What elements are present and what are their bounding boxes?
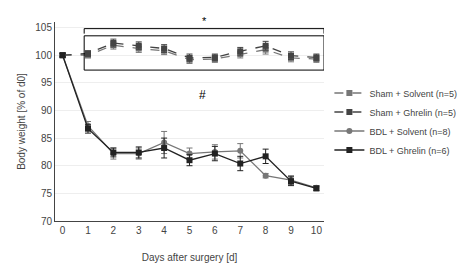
svg-text:10: 10 (311, 225, 323, 236)
svg-text:7: 7 (237, 225, 243, 236)
svg-text:5: 5 (187, 225, 193, 236)
svg-text:Days after surgery [d]: Days after surgery [d] (142, 252, 238, 263)
svg-text:70: 70 (41, 216, 53, 227)
svg-text:105: 105 (35, 22, 52, 33)
svg-text:100: 100 (35, 50, 52, 61)
svg-text:6: 6 (212, 225, 218, 236)
svg-text:Body weight [% of d0]: Body weight [% of d0] (16, 73, 27, 170)
svg-text:3: 3 (136, 225, 142, 236)
svg-text:*: * (202, 15, 207, 27)
svg-text:0: 0 (60, 225, 66, 236)
svg-text:85: 85 (41, 133, 53, 144)
svg-text:8: 8 (263, 225, 269, 236)
svg-text:#: # (199, 88, 206, 102)
svg-text:90: 90 (41, 105, 53, 116)
svg-text:75: 75 (41, 188, 53, 199)
svg-text:95: 95 (41, 77, 53, 88)
svg-text:80: 80 (41, 160, 53, 171)
svg-text:4: 4 (161, 225, 167, 236)
svg-text:BDL + Ghrelin (n=6): BDL + Ghrelin (n=6) (369, 146, 449, 156)
svg-text:BDL + Solvent (n=8): BDL + Solvent (n=8) (369, 127, 450, 137)
svg-text:1: 1 (85, 225, 91, 236)
svg-text:Sham + Ghrelin (n=5): Sham + Ghrelin (n=5) (369, 108, 456, 118)
svg-text:Sham + Solvent (n=5): Sham + Solvent (n=5) (369, 89, 457, 99)
svg-text:9: 9 (288, 225, 294, 236)
svg-text:2: 2 (111, 225, 117, 236)
